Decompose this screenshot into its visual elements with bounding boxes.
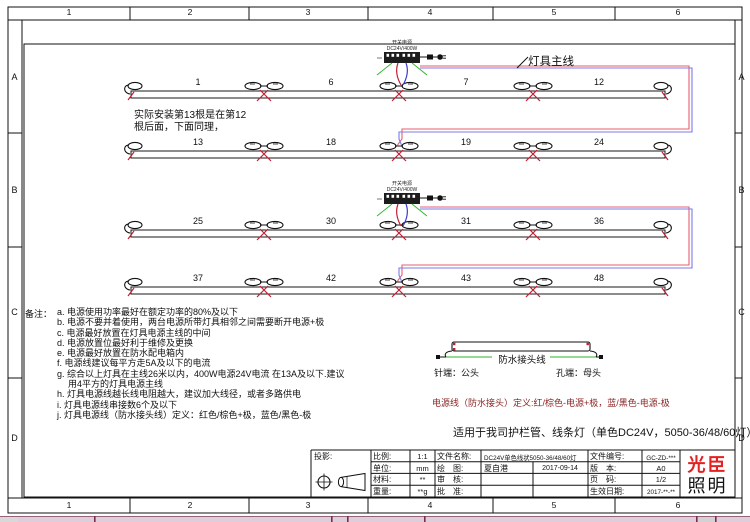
col-label-top-5: 5 bbox=[551, 7, 557, 17]
version-label: 版 本: bbox=[590, 463, 617, 473]
projection-label: 投影: bbox=[314, 452, 333, 461]
logo-line1: 光臣 bbox=[687, 455, 728, 475]
col-label-bottom-1: 1 bbox=[66, 500, 72, 510]
psu-1-spec: DC24V/400W bbox=[386, 45, 418, 52]
page-value: 1/2 bbox=[655, 475, 667, 485]
note-item-c: c. 电源最好放置在灯具电源主线的中间 bbox=[57, 327, 211, 338]
unit-label: 单位: bbox=[373, 463, 392, 473]
row-label-right-c: C bbox=[738, 307, 745, 317]
draw-value: 夏自港 bbox=[484, 463, 508, 473]
col-label-top-1: 1 bbox=[66, 7, 72, 17]
main-line-leader bbox=[516, 56, 529, 69]
segment-label: 36 bbox=[593, 216, 604, 226]
segment-label: 1 bbox=[195, 77, 201, 87]
note-item-e: e. 电源最好放置在防水配电箱内 bbox=[57, 348, 185, 359]
applicability-note: 适用于我司护栏管、线条灯（单色DC24V，5050-36/48/60灯） bbox=[453, 427, 750, 439]
segment-label: 25 bbox=[192, 216, 203, 226]
note-item-g: g. 综合以上灯具在主线26米以内，400W电源24V电流 在13A及以下.建议… bbox=[57, 368, 345, 390]
weight-label: 重量: bbox=[373, 487, 392, 497]
note-item-h: h. 灯具电源线越长线电阻越大，建议加大线径，或者多路供电 bbox=[57, 389, 302, 400]
psu-2-name: 开关电源 bbox=[391, 181, 412, 187]
segment-label: 42 bbox=[325, 273, 336, 283]
segment-label: 6 bbox=[328, 77, 334, 87]
col-label-bottom-5: 5 bbox=[551, 500, 557, 510]
weight-value: **g bbox=[417, 487, 428, 497]
filename-value: DC24V单色线状5050-36/48/60灯 bbox=[484, 454, 577, 462]
version-value: A0 bbox=[656, 463, 666, 473]
segment-label: 7 bbox=[463, 77, 469, 87]
docno-value: GC-ZD-*** bbox=[646, 454, 676, 462]
segment-label: 12 bbox=[593, 77, 604, 87]
main-line-loop-2 bbox=[397, 206, 693, 282]
filename-label: 文件名称: bbox=[437, 452, 472, 461]
waterproof-connector-label: 防水接头线 bbox=[498, 355, 546, 366]
material-label: 材料: bbox=[373, 475, 392, 485]
col-label-bottom-6: 6 bbox=[675, 500, 681, 510]
col-label-bottom-3: 3 bbox=[305, 500, 311, 510]
col-label-top-3: 3 bbox=[305, 7, 311, 17]
col-label-bottom-2: 2 bbox=[187, 500, 193, 510]
col-label-bottom-4: 4 bbox=[427, 500, 433, 510]
eff-date-value: 2017-**-** bbox=[646, 489, 675, 497]
check-label: 审 核: bbox=[437, 475, 464, 485]
draw-date: 2017-09-14 bbox=[542, 464, 578, 472]
segment-label: 43 bbox=[460, 273, 471, 283]
wire-definition-note: 电源线（防水接头）定义:红/棕色-电源+极，蓝/黑色-电源-极 bbox=[432, 398, 670, 408]
segment-label: 19 bbox=[460, 137, 471, 147]
row-label-left-a: A bbox=[11, 72, 18, 82]
col-label-top-2: 2 bbox=[187, 7, 193, 17]
note-item-j: j. 灯具电源线（防水接头线）定义：红色/棕色+极，蓝色/黑色-极 bbox=[57, 409, 312, 420]
waterproof-connector-diagram bbox=[436, 341, 603, 359]
segment-label: 30 bbox=[325, 216, 336, 226]
material-value: ** bbox=[419, 475, 426, 485]
bottom-clipped-strip bbox=[0, 516, 750, 522]
scale-label: 比例: bbox=[373, 452, 392, 461]
segment-label: 24 bbox=[593, 137, 604, 147]
psu-2-spec: DC24V/400W bbox=[386, 186, 418, 193]
unit-value: mm bbox=[416, 463, 429, 473]
main-line-loop-1 bbox=[397, 65, 693, 146]
install-note-line1: 实际安装第13根是在第12 bbox=[134, 110, 247, 121]
note-item-d: d. 电源放置位最好利于维修及更换 bbox=[57, 337, 194, 348]
logo-line2: 照明 bbox=[687, 476, 728, 496]
install-note-line2: 根后面，下面同理， bbox=[134, 122, 224, 133]
col-label-top-6: 6 bbox=[675, 7, 681, 17]
row-label-right-b: B bbox=[738, 185, 745, 195]
pin-end-label: 针端：公头 bbox=[434, 368, 480, 378]
page-label: 页 码: bbox=[590, 475, 617, 485]
draw-label: 绘 图: bbox=[437, 463, 464, 473]
note-item-f: f. 电源线建议每平方走5A及以下的电流 bbox=[57, 358, 211, 369]
segment-label: 18 bbox=[325, 137, 336, 147]
segment-label: 37 bbox=[192, 273, 203, 283]
note-item-a: a. 电源使用功率最好在额定功率的80%及以下 bbox=[57, 307, 239, 317]
eff-date-label: 生效日期: bbox=[590, 487, 625, 497]
scale-value: 1:1 bbox=[417, 452, 428, 461]
projection-symbol-icon bbox=[315, 472, 366, 492]
segment-label: 31 bbox=[460, 216, 471, 226]
segment-label: 13 bbox=[192, 137, 203, 147]
row-label-left-c: C bbox=[11, 307, 18, 317]
main-line-label: 灯具主线 bbox=[528, 56, 574, 68]
sheet-border bbox=[7, 6, 743, 514]
col-label-top-4: 4 bbox=[427, 7, 433, 17]
notes-list: a. 电源使用功率最好在额定功率的80%及以下 b. 电源不要并着使用，两台电源… bbox=[57, 307, 349, 420]
psu-1-name: 开关电源 bbox=[391, 40, 412, 46]
note-item-i: i. 灯具电源线串接数6个及以下 bbox=[57, 399, 178, 410]
title-block-grid bbox=[310, 449, 735, 498]
segment-label: 48 bbox=[593, 273, 604, 283]
row-label-left-b: B bbox=[11, 185, 18, 195]
notes-title: 备注： bbox=[25, 309, 53, 319]
row-label-right-d: D bbox=[738, 433, 745, 443]
row-label-left-d: D bbox=[11, 433, 18, 443]
note-item-b: b. 电源不要并着使用，两台电源所带灯具相邻之间需要断开电源+极 bbox=[57, 317, 325, 328]
approve-label: 批 准: bbox=[437, 487, 464, 497]
docno-label: 文件编号: bbox=[590, 452, 625, 461]
hole-end-label: 孔端：母头 bbox=[556, 368, 602, 378]
row-label-right-a: A bbox=[738, 72, 745, 82]
